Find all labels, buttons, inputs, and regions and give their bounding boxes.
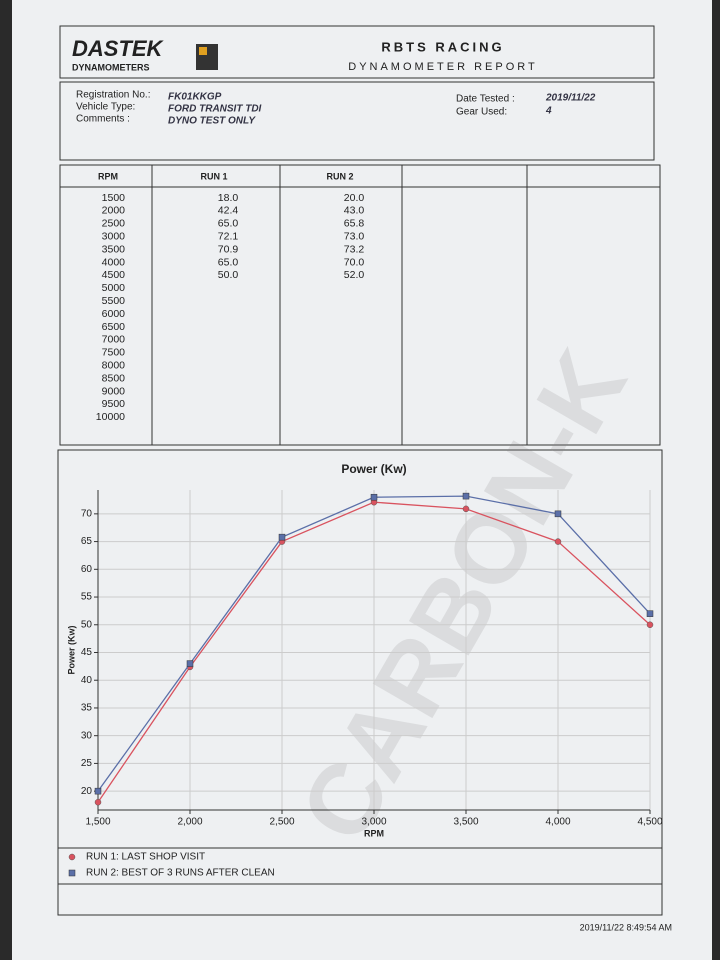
table-cell: 8500 [102, 372, 126, 384]
table-cell: 6000 [102, 308, 126, 320]
point [462, 505, 470, 513]
table-header: RUN 1 [200, 171, 227, 181]
y-tick-label: 45 [81, 647, 93, 658]
table-cell: 43.0 [344, 205, 365, 217]
table-cell: 73.2 [344, 243, 365, 255]
point [186, 660, 194, 667]
point [462, 492, 470, 500]
table-cell: 20.0 [344, 192, 365, 204]
legend-box [57, 847, 663, 885]
legend-label: RUN 1: LAST SHOP VISIT [86, 852, 205, 863]
table-cell: 70.0 [344, 256, 365, 268]
report-title: RBTS RACING [381, 39, 504, 54]
point [370, 493, 378, 501]
y-tick-label: 70 [81, 508, 93, 519]
table-cell: 6500 [102, 321, 126, 333]
table-cell: 3000 [102, 230, 126, 242]
table-cell: 65.0 [218, 218, 239, 230]
point [94, 787, 102, 795]
table-cell: 10000 [96, 411, 125, 423]
table-box [59, 164, 661, 446]
table-cell: 70.9 [218, 243, 239, 255]
table-cell: 7000 [102, 334, 126, 346]
point [94, 798, 102, 806]
table-cell: 73.0 [344, 230, 365, 242]
info-label: Date Tested : [456, 94, 515, 105]
info-value: FORD TRANSIT TDI [168, 104, 262, 115]
table-cell: 65.0 [218, 256, 239, 268]
point [554, 538, 562, 545]
info-box [59, 81, 655, 161]
point [646, 610, 654, 617]
x-tick-label: 2,000 [177, 817, 202, 828]
table-cell: 18.0 [218, 192, 239, 204]
y-tick-label: 50 [81, 619, 93, 630]
y-tick-label: 40 [81, 675, 93, 686]
table-cell: 65.8 [344, 218, 365, 230]
header-box [59, 25, 655, 79]
info-label: Vehicle Type: [76, 102, 135, 113]
info-label: Gear Used: [456, 107, 507, 118]
x-tick-label: 4,000 [545, 817, 570, 828]
legend-label: RUN 2: BEST OF 3 RUNS AFTER CLEAN [86, 868, 275, 879]
table-cell: 2000 [102, 205, 126, 217]
y-tick-label: 25 [81, 758, 93, 769]
table-cell: 42.4 [218, 205, 239, 217]
y-tick-label: 55 [81, 592, 93, 603]
timestamp: 2019/11/22 8:49:54 AM [580, 922, 672, 932]
table-cell: 2500 [102, 218, 126, 230]
table-cell: 72.1 [218, 230, 239, 242]
y-tick-label: 20 [81, 786, 93, 797]
x-tick-label: 3,500 [453, 817, 478, 828]
point [646, 621, 654, 629]
table-cell: 9000 [102, 385, 126, 397]
x-tick-label: 4,500 [637, 817, 662, 828]
table-cell: 5500 [102, 295, 126, 307]
logo: DASTEK [72, 36, 165, 61]
y-tick-label: 35 [81, 703, 93, 714]
x-tick-label: 3,000 [361, 817, 386, 828]
table-cell: 5000 [102, 282, 126, 294]
table-cell: 3500 [102, 243, 126, 255]
point [554, 510, 562, 518]
info-value: 2019/11/22 [545, 93, 596, 104]
info-label: Registration No.: [76, 90, 150, 101]
table-header: RPM [98, 171, 118, 181]
logo-sub: DYNAMOMETERS [72, 62, 150, 72]
report-subtitle: DYNAMOMETER REPORT [348, 61, 537, 73]
y-tick-label: 30 [81, 730, 93, 741]
table-cell: 8000 [102, 359, 126, 371]
table-cell: 4000 [102, 256, 126, 268]
chart-box [57, 449, 663, 916]
table-cell: 4500 [102, 269, 126, 281]
logo-cube [199, 47, 207, 55]
x-tick-label: 1,500 [85, 817, 110, 828]
x-tick-label: 2,500 [269, 817, 294, 828]
table-cell: 50.0 [218, 269, 239, 281]
y-axis-label: Power (Kw) [66, 625, 76, 674]
legend-marker [68, 853, 76, 861]
table-header: RUN 2 [326, 171, 353, 181]
info-value: FK01KKGP [168, 92, 222, 103]
table-cell: 7500 [102, 347, 126, 359]
table-cell: 1500 [102, 192, 126, 204]
chart-title: Power (Kw) [341, 462, 406, 476]
info-label: Comments : [76, 114, 130, 125]
legend-marker [68, 869, 76, 877]
table-cell: 52.0 [344, 269, 365, 281]
table-cell: 9500 [102, 398, 126, 410]
y-tick-label: 65 [81, 536, 93, 547]
y-tick-label: 60 [81, 564, 93, 575]
x-axis-label: RPM [364, 828, 384, 838]
point [278, 533, 286, 541]
info-value: DYNO TEST ONLY [168, 116, 256, 127]
info-value: 4 [545, 106, 552, 117]
